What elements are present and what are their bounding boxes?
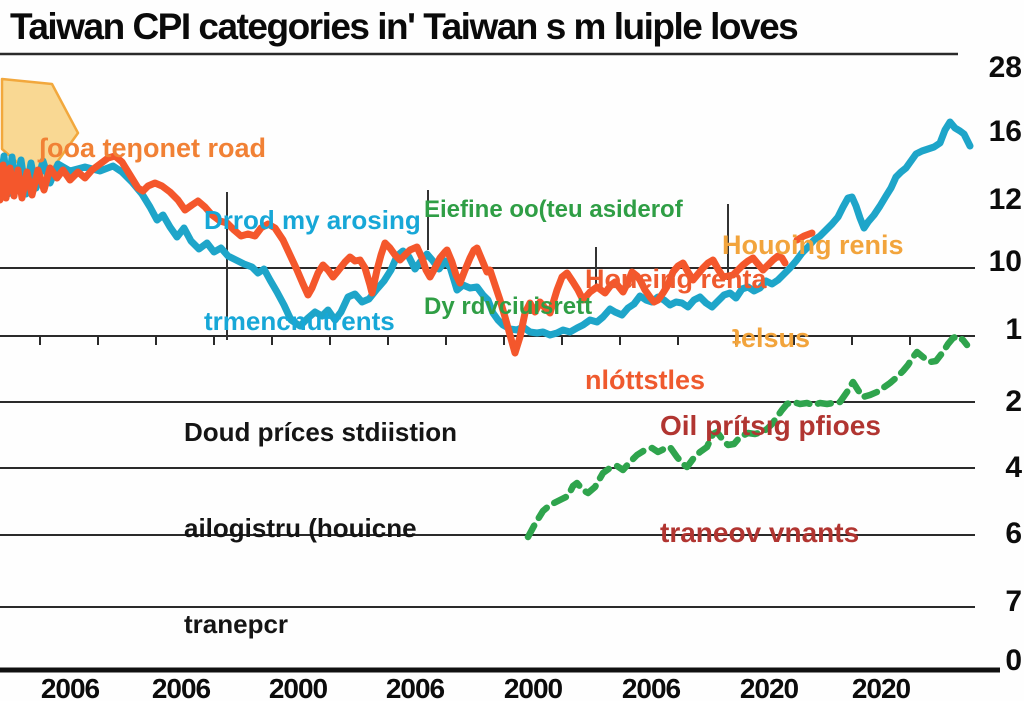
- annotation-oil-line2: traneov vnants: [660, 517, 860, 549]
- annotation-core-label: Drrod my arosing trmencnutrents: [204, 136, 421, 406]
- x-axis-tick-label: 2006: [40, 673, 100, 701]
- annotation-note-line3: tranepcr: [184, 608, 289, 639]
- annotation-housing-rental-label: Houeing renta nlóttstles: [585, 195, 767, 465]
- annotation-food-line1: ʃooa teŋonet road: [38, 132, 266, 163]
- annotation-note-line2: ailogistru (houicne: [184, 512, 417, 543]
- green-rents-dashed-line: [524, 332, 971, 541]
- annotation-note-line1: Doud príces stdiistion: [184, 416, 458, 447]
- right-axis-tick-label: 2: [1005, 385, 1022, 418]
- annotation-note-label: Doud príces stdiistion ailogistru (houic…: [184, 353, 457, 701]
- annotation-services-label: Eiefine oo(teu asiderof Dy rdvciuisrett: [424, 129, 683, 388]
- right-axis-tick-label: 7: [1005, 585, 1022, 618]
- right-axis-tick-label: 28: [988, 51, 1022, 84]
- right-axis-tick-label: 16: [988, 115, 1022, 148]
- annotation-oil-label: Oil prítsıg pfioes traneov vnants: [660, 336, 881, 623]
- annotation-services-line1: Eiefine oo(teu asiderof: [424, 195, 683, 223]
- annotation-services-line2: Dy rdvciuisrett: [424, 292, 593, 320]
- annotation-core-line1: Drrod my arosing: [204, 204, 421, 235]
- right-axis-tick-label: 10: [988, 245, 1022, 278]
- annotation-housing-rental-line2: nlóttstles: [585, 364, 706, 395]
- annotation-oil-line1: Oil prítsıg pfioes: [660, 409, 881, 441]
- right-axis-tick-label: 4: [1005, 451, 1022, 484]
- annotation-housing-rents-line1: Houoing renis: [722, 230, 904, 261]
- right-axis-tick-label: 12: [988, 183, 1022, 216]
- teal-core-line: [0, 118, 974, 339]
- orange-headline-line: [0, 152, 789, 357]
- right-axis-tick-label: 6: [1005, 517, 1022, 550]
- x-axis-tick-label: 2020: [851, 673, 911, 701]
- annotation-housing-rents-label: Houoing renis ʇelsus: [722, 168, 904, 416]
- x-axis-tick-label: 2000: [268, 673, 328, 701]
- chart-title: Taiwan CPI categories in' Taiwan s m lui…: [10, 6, 799, 47]
- annotation-housing-rents-line2: ʇelsus: [732, 323, 811, 354]
- x-axis-tick-label: 2006: [151, 673, 211, 701]
- x-axis-tick-label: 2020: [739, 673, 799, 701]
- right-axis-tick-label: 0: [1005, 644, 1022, 677]
- annotation-housing-rental-line1: Houeing renta: [585, 263, 767, 294]
- x-axis-tick-label: 2006: [621, 673, 681, 701]
- orange-headline-line: [793, 229, 816, 244]
- annotation-core-line2: trmencnutrents: [204, 305, 395, 336]
- annotation-food-label: ʃooa teŋonet road: [38, 66, 266, 231]
- x-axis-tick-label: 2000: [503, 673, 563, 701]
- x-axis-tick-label: 2006: [385, 673, 445, 701]
- right-axis-tick-label: 1: [1005, 313, 1022, 346]
